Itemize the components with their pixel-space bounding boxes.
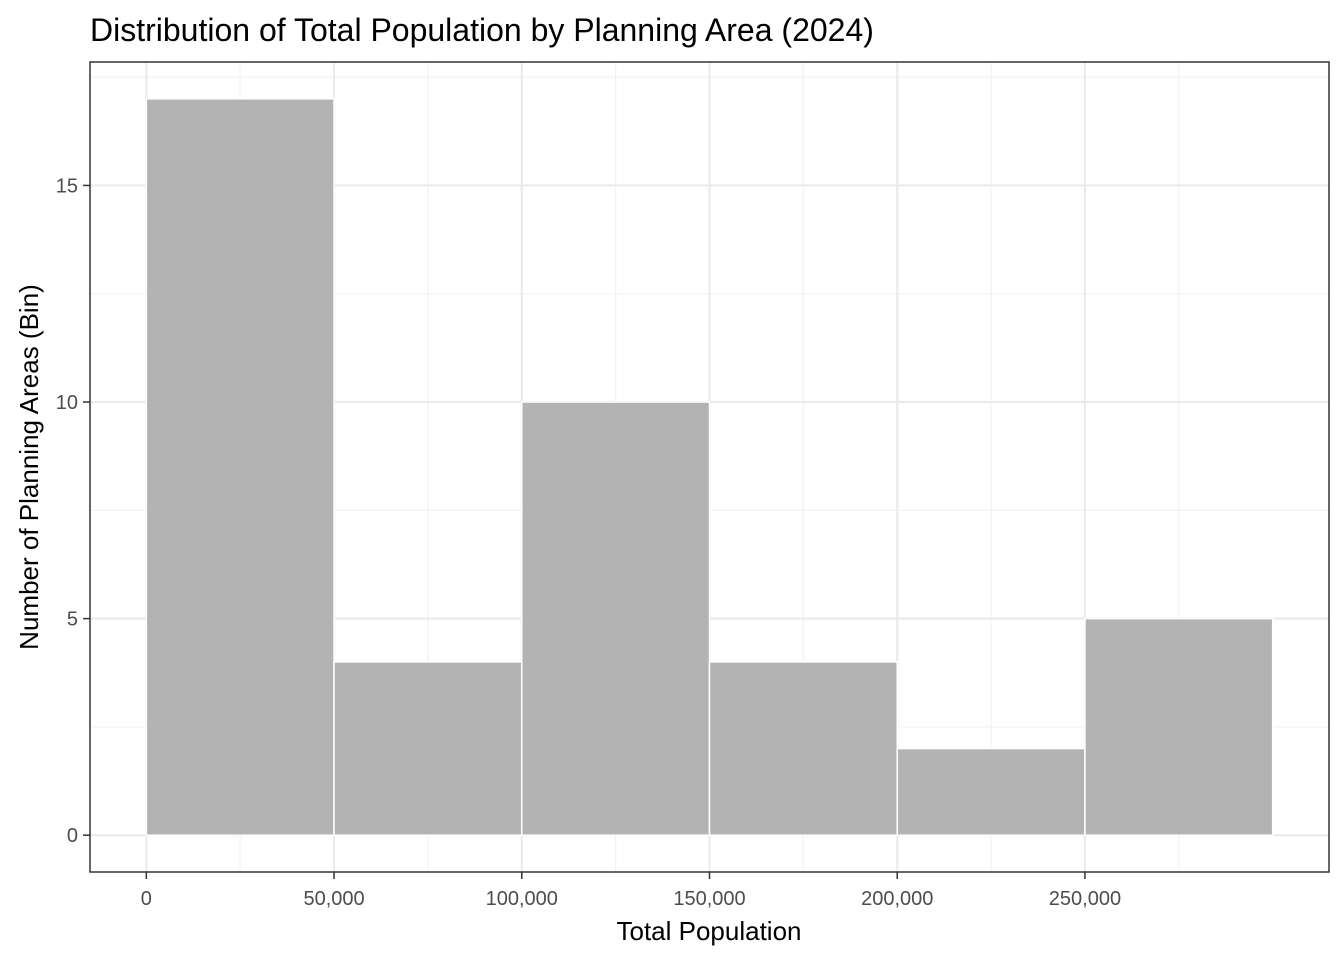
histogram-bar	[1084, 617, 1274, 836]
y-tick-label: 10	[56, 392, 78, 414]
histogram-bar	[896, 747, 1086, 836]
x-tick-label: 200,000	[861, 888, 933, 910]
y-tick-label: 15	[56, 175, 78, 197]
x-tick-label: 150,000	[673, 888, 745, 910]
histogram-bar	[333, 661, 523, 836]
y-tick-label: 5	[67, 609, 78, 631]
y-axis-title: Number of Planning Areas (Bin)	[14, 284, 44, 650]
y-tick-label: 0	[67, 825, 78, 847]
chart-title: Distribution of Total Population by Plan…	[90, 12, 874, 48]
x-tick-label: 100,000	[486, 888, 558, 910]
histogram-bar	[521, 401, 711, 836]
x-axis-title: Total Population	[616, 916, 801, 946]
x-tick-label: 50,000	[303, 888, 364, 910]
histogram-bar	[145, 98, 335, 836]
x-tick-label: 0	[141, 888, 152, 910]
bars	[145, 98, 1274, 836]
x-tick-label: 250,000	[1049, 888, 1121, 910]
histogram-bar	[708, 661, 898, 836]
axes: 0 50,000 100,000 150,000 200,000 250,000 0 5 10 1…	[56, 61, 1330, 910]
